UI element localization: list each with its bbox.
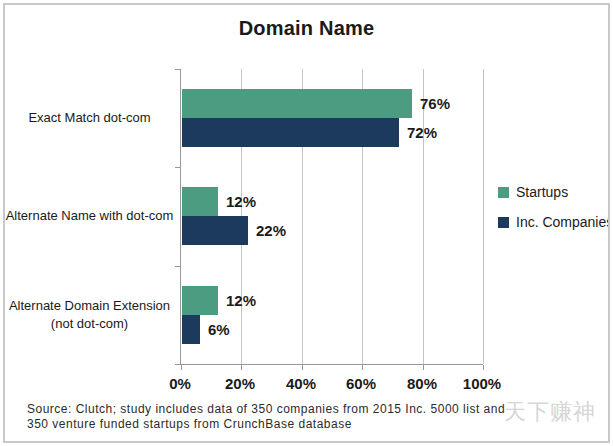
bar-inc-companies-0 — [182, 118, 399, 147]
x-tick-label-100: 100% — [447, 375, 517, 392]
y-tick-0 — [175, 69, 180, 70]
y-tick-2 — [175, 266, 180, 267]
bar-inc-companies-1 — [182, 216, 248, 245]
x-tick-80 — [423, 365, 424, 370]
chart-frame: Domain Name 76% 12% 12% 72% 22% 6% Exact Matc… — [3, 3, 610, 443]
gridline-100 — [483, 69, 484, 364]
legend-marker-icon — [498, 187, 509, 198]
y-tick-1 — [175, 167, 180, 168]
x-tick-40 — [302, 365, 303, 370]
x-tick-20 — [241, 365, 242, 370]
x-tick-label-60: 60% — [326, 375, 396, 392]
chart-title: Domain Name — [5, 17, 608, 40]
y-tick-3 — [175, 364, 180, 365]
source-line-2: 350 venture funded startups from CrunchB… — [27, 417, 597, 432]
x-tick-60 — [362, 365, 363, 370]
category-label-1: Alternate Name with dot-com — [5, 167, 174, 265]
category-label-0: Exact Match dot-com — [5, 69, 174, 167]
bar-inc-companies-2 — [182, 315, 200, 344]
bar-startups-1 — [182, 187, 218, 216]
plot-area: 76% 12% 12% 72% 22% 6% — [180, 69, 483, 365]
category-label-2: Alternate Domain Extension (not dot-com) — [5, 266, 174, 364]
bar-value-label: 76% — [420, 89, 450, 118]
legend-label: Inc. Companies — [516, 214, 610, 230]
legend-label: Startups — [516, 184, 568, 200]
legend-marker-icon — [498, 217, 509, 228]
bar-value-label: 12% — [226, 187, 256, 216]
x-tick-0 — [181, 365, 182, 370]
bar-value-label: 22% — [256, 216, 286, 245]
bar-value-label: 6% — [208, 315, 230, 344]
bar-value-label: 12% — [226, 286, 256, 315]
bar-startups-2 — [182, 286, 218, 315]
x-tick-label-20: 20% — [205, 375, 275, 392]
bar-startups-0 — [182, 89, 412, 118]
source-line-1: Source: Clutch; study includes data of 3… — [27, 402, 597, 417]
source-text: Source: Clutch; study includes data of 3… — [27, 402, 597, 432]
legend-item-inc-companies: Inc. Companies — [498, 214, 610, 230]
x-tick-100 — [483, 365, 484, 370]
bar-value-label: 72% — [407, 118, 437, 147]
legend-item-startups: Startups — [498, 184, 610, 200]
legend: Startups Inc. Companies — [498, 184, 610, 244]
